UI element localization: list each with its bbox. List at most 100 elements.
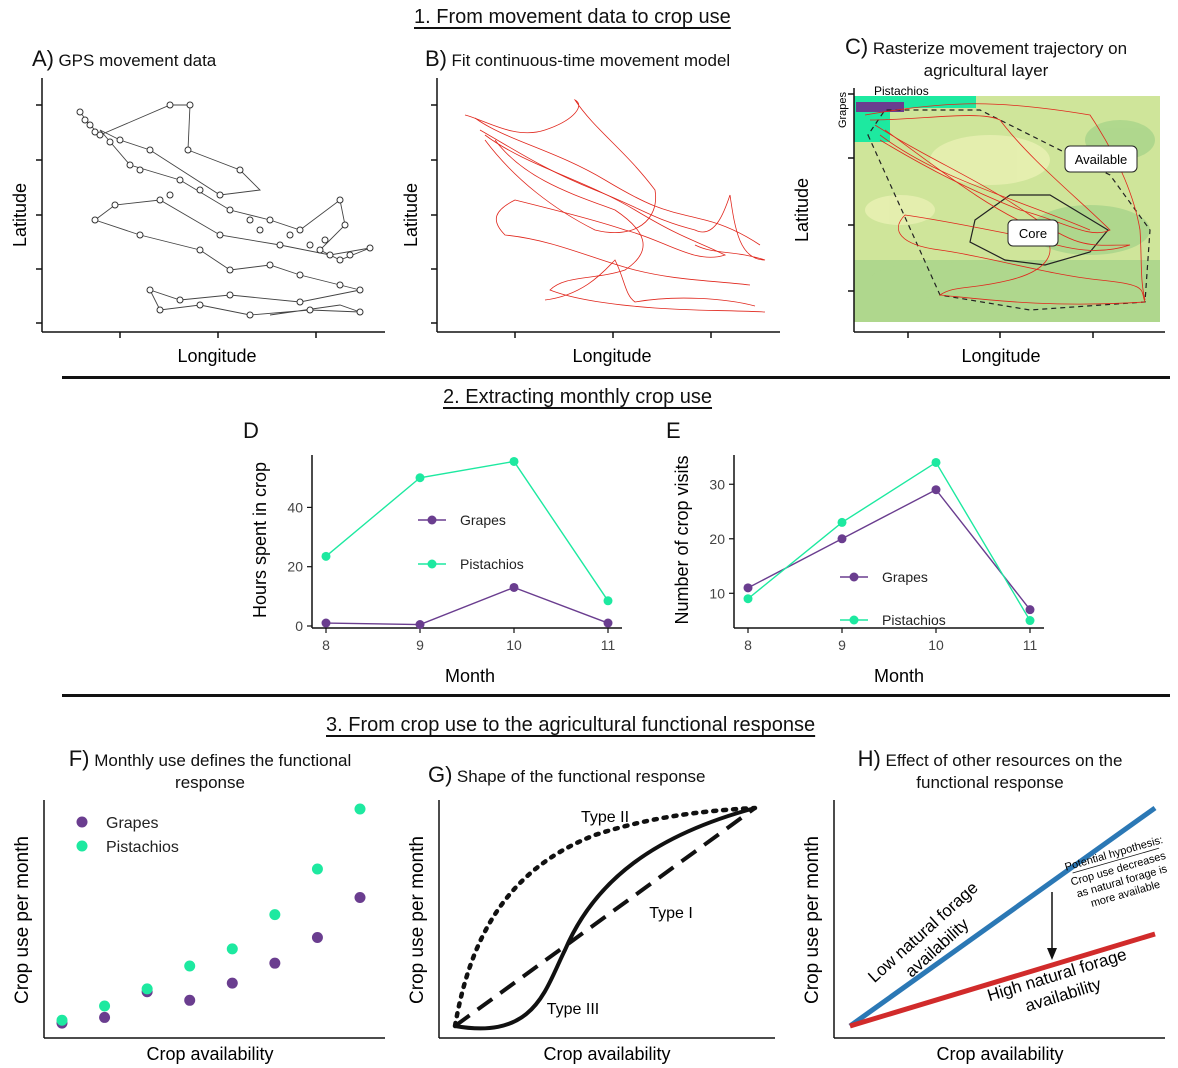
panel-e-chart: Number of crop visits Month 10 20 30 8 9 10 11… <box>672 455 1044 686</box>
panel-f-chart: Crop use per month Crop availability Gra… <box>12 800 385 1064</box>
point-grapes <box>931 485 941 495</box>
panel-h-diagram: Low natural forage availability High nat… <box>802 800 1169 1064</box>
panel-h-ylabel: Crop use per month <box>802 836 823 1004</box>
x-tick-label: 9 <box>416 637 424 653</box>
point-pistachios <box>141 983 153 995</box>
panel-f-letter: F) <box>68 746 90 771</box>
series-line-grapes <box>325 586 609 626</box>
point-pistachios <box>226 943 238 955</box>
panel-a-title: GPS movement data <box>58 51 217 70</box>
divider-2 <box>62 694 1170 697</box>
panel-f-title-2: response <box>175 773 245 792</box>
point-grapes <box>269 957 281 969</box>
panel-b-ticks <box>431 104 712 338</box>
point-grapes <box>226 977 238 989</box>
panel-c-grape-pistachio-patch <box>854 108 890 142</box>
point-grapes <box>184 994 196 1006</box>
panel-e-xlabel: Month <box>874 666 924 686</box>
legend-dot-pistachios <box>427 559 437 569</box>
point-grapes <box>743 583 753 593</box>
point-pistachios <box>509 456 519 466</box>
panel-g-xlabel: Crop availability <box>543 1044 670 1064</box>
panel-f-title-1: Monthly use defines the functional <box>94 751 352 770</box>
y-tick-label: 0 <box>295 618 303 634</box>
panel-f-xlabel: Crop availability <box>146 1044 273 1064</box>
low-forage-label: Low natural forage availability <box>864 878 981 986</box>
hypothesis-note: Potential hypothesis: Crop use decreases… <box>1063 834 1169 910</box>
point-pistachios <box>184 960 196 972</box>
point-pistachios <box>931 457 941 467</box>
panel-g-diagram: Type II Type I Type III Crop use per mon… <box>407 800 775 1064</box>
panel-h-xlabel: Crop availability <box>936 1044 1063 1064</box>
panel-e-letter: E <box>666 418 681 443</box>
legend-label-pistachios: Pistachios <box>106 839 179 856</box>
panel-c-grapes-label: Grapes <box>837 91 849 128</box>
panel-a-letter: A) <box>32 46 54 71</box>
legend-label-pistachios: Pistachios <box>460 556 524 572</box>
legend-dot-grapes <box>849 572 859 582</box>
panel-d-ylabel: Hours spent in crop <box>250 462 270 618</box>
point-pistachios <box>743 594 753 604</box>
point-grapes <box>1025 605 1035 615</box>
point-grapes <box>415 620 425 630</box>
panel-d-xlabel: Month <box>445 666 495 686</box>
high-forage-label: High natural forage availability <box>985 945 1129 1016</box>
point-pistachios <box>415 473 425 483</box>
x-tick-label: 11 <box>601 637 616 653</box>
panel-c-pistachios-label: Pistachios <box>874 84 929 98</box>
point-pistachios <box>99 1000 111 1012</box>
x-tick-label: 11 <box>1023 637 1038 653</box>
point-pistachios <box>269 909 281 921</box>
point-grapes <box>509 582 519 592</box>
series-line-grapes <box>747 488 1031 611</box>
legend-label-grapes: Grapes <box>460 512 506 528</box>
legend-label-grapes: Grapes <box>882 569 928 585</box>
point-grapes <box>837 534 847 544</box>
point-grapes <box>321 618 331 628</box>
panel-c-plot: Grapes Pistachios Available Core Latitud… <box>792 84 1165 366</box>
panel-g-header: G) Shape of the functional response <box>428 762 705 788</box>
panel-c-available-label: Available <box>1075 152 1128 167</box>
panel-f-ylabel: Crop use per month <box>12 836 33 1004</box>
panel-a-header: A) GPS movement data <box>32 46 216 72</box>
point-pistachios <box>603 596 613 606</box>
point-grapes <box>311 931 323 943</box>
legend-dot-pistachios <box>849 615 859 625</box>
high-forage-line <box>849 931 1156 1029</box>
panel-c-trajectory <box>864 103 1146 305</box>
x-tick-label: 10 <box>928 637 944 653</box>
panel-h-letter: H) <box>857 746 881 771</box>
point-grapes <box>354 892 366 904</box>
legend-dot-pistachios <box>76 840 88 852</box>
panel-g-ylabel: Crop use per month <box>407 836 428 1004</box>
panel-c-available-hull <box>867 109 1151 311</box>
point-grapes <box>603 618 613 628</box>
panel-b-title: Fit continuous-time movement model <box>451 51 731 70</box>
type-ii-label: Type II <box>581 809 629 826</box>
panel-h-title-2: functional response <box>916 773 1064 792</box>
panel-g-letter: G) <box>428 762 453 787</box>
panel-b-model-track <box>464 98 766 313</box>
point-pistachios <box>311 863 323 875</box>
y-tick-label: 40 <box>287 499 303 515</box>
point-grapes <box>99 1011 111 1023</box>
panel-a-ylabel: Latitude <box>10 183 30 247</box>
divider-1 <box>62 376 1170 379</box>
point-pistachios <box>837 517 847 527</box>
panel-a-gps-fixes <box>76 101 374 319</box>
panel-b-header: B) Fit continuous-time movement model <box>425 46 730 72</box>
point-pistachios <box>321 551 331 561</box>
panel-b-xlabel: Longitude <box>572 346 651 366</box>
panel-d-chart: Hours spent in crop Month 0 20 40 8 9 10 11 Gra… <box>250 455 622 686</box>
y-tick-label: 20 <box>709 531 725 547</box>
panel-h-header: H) Effect of other resources on the func… <box>825 748 1155 794</box>
x-tick-label: 8 <box>322 637 330 653</box>
panel-b-letter: B) <box>425 46 447 71</box>
y-tick-label: 10 <box>709 585 725 601</box>
panel-d-letter: D <box>243 418 259 443</box>
section-3-title: 3. From crop use to the agricultural fun… <box>326 714 816 736</box>
panel-c-grape-patch <box>856 102 904 112</box>
panel-c-title-1: Rasterize movement trajectory on <box>872 39 1128 58</box>
panel-a-xlabel: Longitude <box>177 346 256 366</box>
panel-c-core-label: Core <box>1019 226 1047 241</box>
